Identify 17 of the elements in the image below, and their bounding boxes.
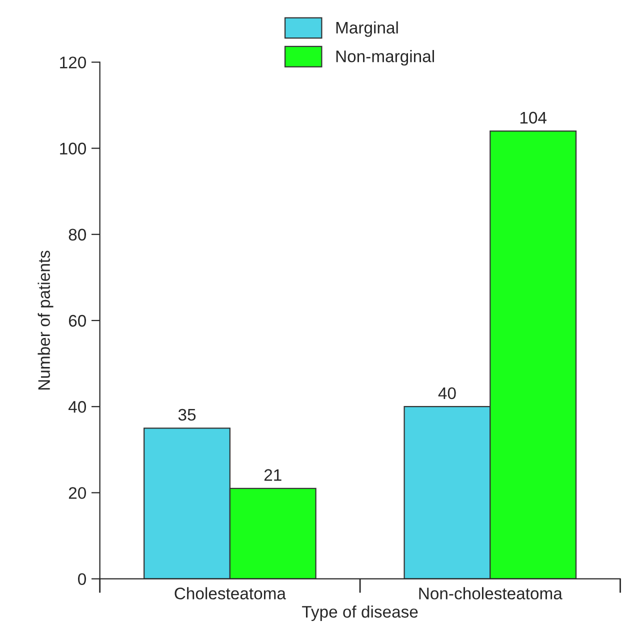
x-tick-label: Non-cholesteatoma: [419, 587, 562, 600]
y-tick-label: 80: [68, 228, 86, 241]
y-tick-label: 0: [78, 573, 86, 586]
y-tick-label: 60: [68, 314, 86, 327]
y-tick-label: 120: [60, 56, 86, 68]
legend-label: Non-marginal: [336, 50, 434, 66]
data-label: 35: [178, 408, 196, 421]
data-label: 21: [264, 469, 282, 481]
y-tick-label: 100: [60, 142, 86, 154]
x-tick-label: Cholesteatoma: [174, 587, 286, 600]
y-axis-title: Number of patients: [38, 250, 54, 390]
data-label: 104: [520, 112, 547, 124]
y-tick-label: 20: [68, 487, 86, 499]
x-axis-title: Type of disease: [302, 605, 418, 622]
y-tick-label: 40: [68, 401, 86, 413]
data-label: 40: [438, 387, 456, 400]
legend-label: Marginal: [336, 21, 398, 37]
